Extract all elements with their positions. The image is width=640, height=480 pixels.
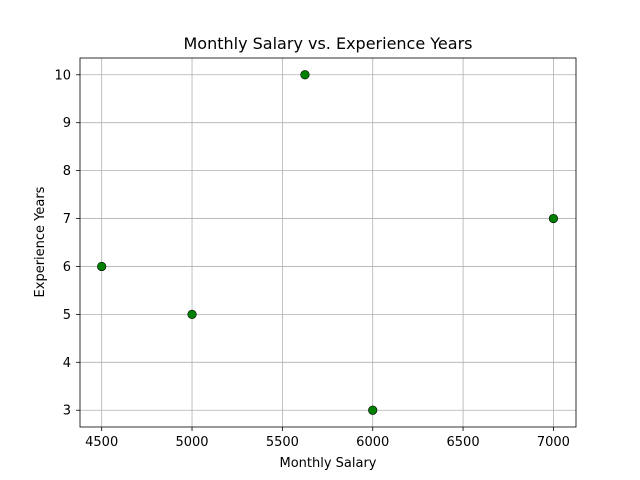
y-tick-label: 3 bbox=[63, 404, 71, 419]
x-tick-label: 5000 bbox=[175, 435, 208, 450]
y-tick-label: 5 bbox=[63, 308, 71, 323]
data-points bbox=[97, 70, 559, 415]
axis-ticks: 4500 5000 5500 6000 6500 7000 3 4 5 6 7 8 9 10 bbox=[54, 68, 570, 450]
data-point bbox=[548, 213, 559, 224]
y-tick-label: 6 bbox=[63, 260, 71, 275]
x-axis-label: Monthly Salary bbox=[279, 456, 376, 471]
y-tick-label: 8 bbox=[63, 164, 71, 179]
grid bbox=[80, 58, 576, 427]
data-point bbox=[368, 405, 378, 415]
y-tick-label: 9 bbox=[63, 116, 71, 131]
x-tick-label: 7000 bbox=[537, 435, 570, 450]
data-point bbox=[300, 70, 310, 80]
plot-area-frame bbox=[79, 57, 577, 428]
data-point bbox=[187, 309, 197, 319]
x-tick-label: 5500 bbox=[266, 435, 299, 450]
y-tick-label: 7 bbox=[63, 212, 71, 227]
y-tick-label: 4 bbox=[63, 356, 71, 371]
x-tick-label: 6000 bbox=[356, 435, 389, 450]
chart-title: Monthly Salary vs. Experience Years bbox=[184, 34, 473, 53]
y-axis-label: Experience Years bbox=[33, 186, 48, 297]
data-point bbox=[97, 261, 107, 272]
x-tick-label: 4500 bbox=[85, 435, 118, 450]
y-tick-label: 10 bbox=[54, 68, 71, 83]
x-tick-label: 6500 bbox=[447, 435, 480, 450]
